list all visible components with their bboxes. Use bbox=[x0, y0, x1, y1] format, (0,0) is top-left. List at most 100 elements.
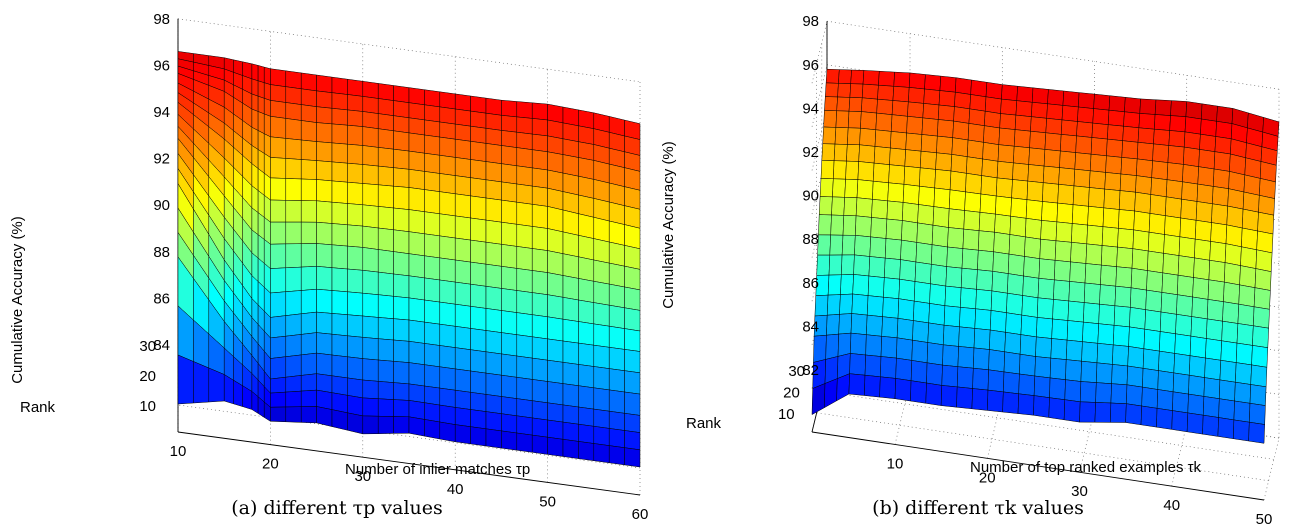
surface-patch bbox=[888, 164, 906, 185]
surface-patch bbox=[844, 178, 859, 198]
surface-patch bbox=[989, 310, 1007, 333]
ylabel-a: Rank bbox=[20, 399, 56, 416]
surface-patch bbox=[1159, 311, 1177, 335]
surface-patch bbox=[1201, 103, 1218, 122]
surface-patch bbox=[1033, 375, 1051, 398]
surface-patch bbox=[1188, 355, 1206, 378]
surface-patch bbox=[1211, 203, 1228, 226]
surface-patch bbox=[1187, 393, 1205, 416]
surface-patch bbox=[501, 221, 518, 247]
surface-patch bbox=[1122, 125, 1140, 143]
surface-patch bbox=[501, 288, 518, 313]
surface-patch bbox=[1017, 393, 1035, 416]
surface-patch bbox=[1157, 370, 1175, 393]
surface-patch bbox=[439, 91, 456, 110]
surface-patch bbox=[531, 248, 548, 273]
surface-patch bbox=[1206, 299, 1224, 322]
surface-patch bbox=[1233, 419, 1250, 442]
surface-patch bbox=[454, 193, 471, 219]
surface-patch bbox=[1208, 260, 1226, 283]
surface-patch bbox=[939, 75, 957, 93]
surface-patch bbox=[1025, 218, 1042, 240]
caption-b: (b) different τk values bbox=[872, 497, 1084, 519]
surface-patch bbox=[393, 148, 410, 170]
surface-patch bbox=[1110, 402, 1127, 423]
surface-patch bbox=[362, 204, 379, 229]
surface-patch bbox=[908, 87, 925, 104]
surface-patch bbox=[1093, 93, 1111, 111]
surface-patch bbox=[485, 308, 502, 333]
surface-patch bbox=[935, 152, 953, 172]
surface-patch bbox=[1048, 397, 1066, 421]
surface-patch bbox=[547, 250, 564, 276]
surface-patch bbox=[1028, 147, 1046, 167]
surface-patch bbox=[840, 274, 854, 295]
surface-patch bbox=[331, 123, 348, 145]
surface-patch bbox=[547, 272, 564, 298]
surface-patch bbox=[919, 167, 936, 189]
surface-patch bbox=[270, 291, 287, 318]
surface-patch bbox=[424, 299, 441, 325]
surface-patch bbox=[578, 109, 595, 130]
surface-patch bbox=[967, 123, 985, 143]
surface-patch bbox=[838, 313, 853, 335]
surface-patch bbox=[393, 296, 410, 321]
surface-patch bbox=[1180, 198, 1198, 221]
surface-patch bbox=[1116, 246, 1134, 269]
surface-patch bbox=[501, 310, 518, 335]
surface-patch bbox=[1054, 260, 1071, 282]
surface-patch bbox=[864, 354, 882, 378]
surface-patch bbox=[377, 98, 394, 116]
surface-patch bbox=[531, 434, 548, 455]
surface-patch bbox=[956, 366, 974, 389]
surface-patch bbox=[1083, 282, 1101, 305]
surface-patch bbox=[393, 382, 410, 401]
surface-patch bbox=[501, 396, 518, 417]
surface-patch bbox=[257, 95, 265, 115]
surface-patch bbox=[1099, 284, 1117, 307]
surface-patch bbox=[823, 110, 837, 128]
surface-patch bbox=[624, 286, 641, 311]
surface-patch bbox=[1014, 114, 1032, 132]
surface-patch bbox=[1169, 115, 1187, 133]
surface-patch bbox=[624, 224, 641, 250]
surface-patch bbox=[485, 112, 502, 131]
z-tick-label: 96 bbox=[153, 57, 170, 74]
surface-patch bbox=[362, 247, 379, 273]
surface-patch bbox=[331, 354, 348, 379]
surface-patch bbox=[826, 314, 840, 336]
surface-patch bbox=[408, 231, 425, 257]
surface-patch bbox=[1113, 305, 1131, 328]
surface-patch bbox=[1030, 116, 1047, 134]
surface-patch bbox=[1042, 182, 1059, 204]
surface-patch bbox=[1051, 318, 1069, 341]
surface-patch bbox=[1156, 389, 1174, 411]
surface-patch bbox=[608, 410, 625, 431]
surface-patch bbox=[624, 307, 641, 332]
surface-patch bbox=[578, 256, 595, 282]
surface-patch bbox=[1056, 202, 1074, 224]
surface-patch bbox=[362, 292, 379, 318]
surface-patch bbox=[501, 181, 518, 203]
surface-patch bbox=[454, 108, 471, 127]
surface-patch bbox=[989, 329, 1006, 353]
surface-patch bbox=[454, 175, 471, 197]
surface-patch bbox=[470, 217, 487, 243]
surface-patch bbox=[978, 230, 995, 253]
surface-patch bbox=[270, 243, 287, 269]
surface-patch bbox=[1209, 241, 1227, 263]
surface-patch bbox=[975, 289, 993, 311]
surface-patch bbox=[408, 150, 425, 172]
surface-patch bbox=[362, 337, 379, 361]
surface-patch bbox=[608, 389, 625, 414]
surface-patch bbox=[454, 93, 471, 112]
surface-patch bbox=[270, 100, 287, 119]
surface-patch bbox=[562, 340, 579, 365]
surface-patch bbox=[1138, 113, 1156, 130]
surface-patch bbox=[377, 206, 394, 231]
surface-patch bbox=[1005, 312, 1023, 335]
surface-patch bbox=[439, 404, 456, 425]
surface-patch bbox=[454, 259, 471, 285]
surface-patch bbox=[1181, 181, 1199, 202]
surface-patch bbox=[408, 383, 425, 403]
